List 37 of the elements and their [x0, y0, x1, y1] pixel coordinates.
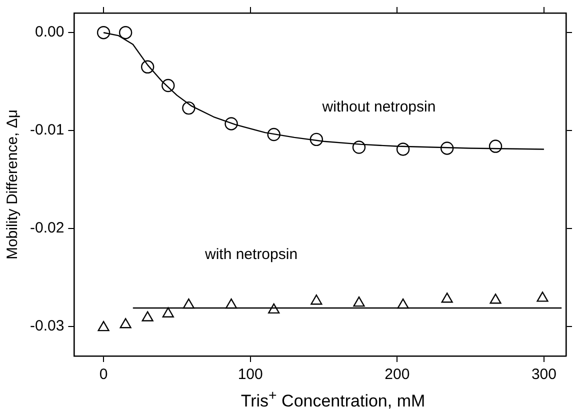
x-tick-label: 300	[531, 366, 556, 384]
point	[536, 292, 548, 302]
point	[118, 26, 132, 40]
y-tick-label: 0.00	[34, 24, 64, 41]
point	[352, 140, 366, 154]
x-tick-label: 0	[99, 366, 108, 384]
x-tick-label: 100	[238, 366, 263, 384]
point	[310, 294, 322, 305]
point	[225, 298, 238, 309]
point	[488, 140, 502, 153]
point	[353, 296, 365, 307]
point	[397, 298, 409, 309]
point	[441, 292, 453, 303]
point	[396, 142, 410, 156]
point	[268, 303, 280, 314]
text: with netropsin	[204, 246, 298, 264]
y-tick-label: -0.01	[30, 122, 64, 139]
y-tick-label: -0.03	[30, 318, 64, 335]
point	[96, 26, 110, 40]
point	[182, 101, 196, 115]
point	[310, 132, 324, 146]
x-axis-title: Tris$^{+}$ Concentration, mM	[240, 388, 426, 412]
point	[440, 142, 454, 155]
y-axis-title: Mobility Difference, Δμ	[4, 109, 22, 260]
point	[224, 117, 238, 130]
point	[140, 60, 154, 74]
point	[490, 294, 502, 304]
y-tick-label: -0.02	[30, 220, 64, 237]
series-label: without netropsin	[321, 98, 436, 116]
point	[162, 307, 174, 318]
point	[142, 311, 154, 322]
point	[162, 78, 175, 92]
point	[98, 320, 110, 332]
x-tick-label: 200	[384, 366, 410, 384]
point	[267, 128, 280, 142]
point	[120, 318, 132, 328]
point	[182, 298, 194, 309]
